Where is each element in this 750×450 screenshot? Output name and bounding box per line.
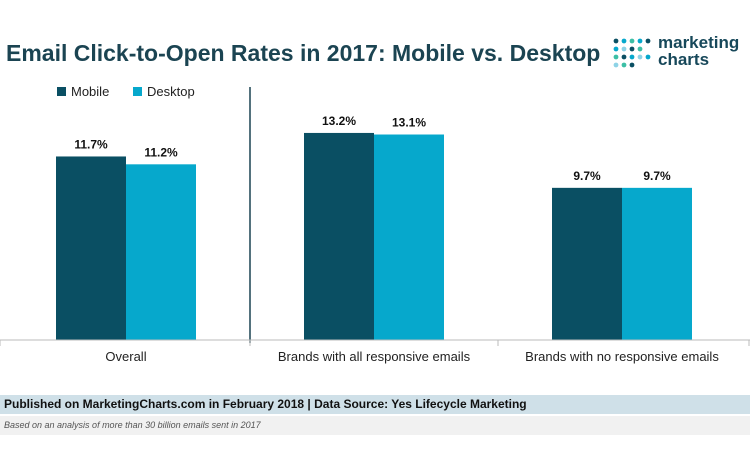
legend-swatch-desktop	[133, 87, 142, 96]
data-label-mobile-0: 11.7%	[74, 137, 108, 151]
bar-desktop-2	[622, 187, 692, 340]
bar-desktop-1	[374, 134, 444, 340]
legend-label-mobile: Mobile	[71, 84, 109, 99]
methodology-note: Based on an analysis of more than 30 bil…	[0, 416, 750, 435]
bar-chart: Mobile Desktop 11.7% 13.2% 9.7% 11.2% 13.1% 9.7…	[0, 84, 750, 364]
x-tick-label-2: Brands with no responsive emails	[525, 349, 719, 364]
source-footer: Published on MarketingCharts.com in Febr…	[0, 395, 750, 414]
data-label-desktop-0: 11.2%	[144, 145, 178, 159]
chart-title: Email Click-to-Open Rates in 2017: Mobil…	[6, 40, 601, 66]
bar-mobile-0	[56, 156, 126, 340]
bar-desktop-0	[126, 164, 196, 340]
marketingcharts-logo[interactable]: marketing charts	[612, 34, 750, 74]
x-tick-label-1: Brands with all responsive emails	[278, 349, 471, 364]
data-label-desktop-2: 9.7%	[643, 169, 671, 183]
logo-dots-icon	[613, 38, 651, 68]
logo-line-1: marketing	[658, 33, 740, 52]
data-label-mobile-2: 9.7%	[573, 169, 601, 183]
logo-line-2: charts	[658, 50, 710, 69]
data-label-desktop-1: 13.1%	[392, 116, 426, 130]
data-label-mobile-1: 13.2%	[322, 114, 356, 128]
bar-mobile-2	[552, 187, 622, 340]
bar-mobile-1	[304, 132, 374, 340]
legend-swatch-mobile	[57, 87, 66, 96]
logo-text: marketing charts	[658, 34, 739, 68]
legend-label-desktop: Desktop	[147, 84, 195, 99]
x-tick-label-0: Overall	[105, 349, 146, 364]
